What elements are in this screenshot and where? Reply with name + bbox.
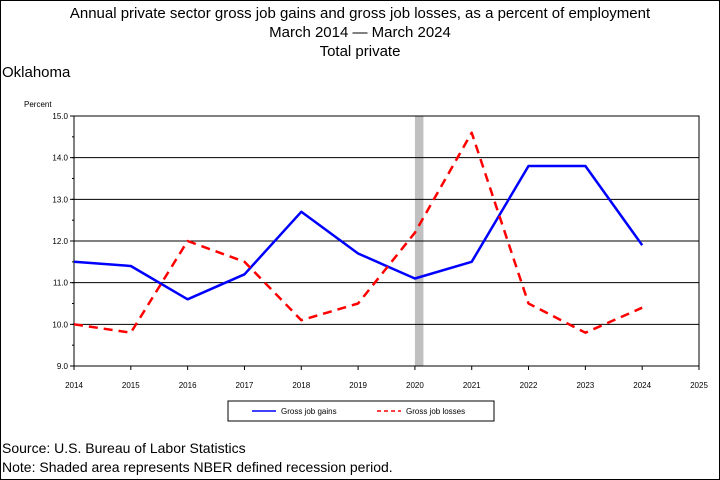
y-tick-label: 15.0	[52, 112, 68, 121]
x-tick-label: 2017	[236, 381, 254, 390]
x-tick-label: 2015	[122, 381, 140, 390]
chart-subtitle-industry: Total private	[319, 43, 401, 60]
x-tick-label: 2021	[463, 381, 481, 390]
y-tick-label: 12.0	[52, 237, 68, 246]
x-tick-label: 2024	[633, 381, 651, 390]
x-tick-label: 2020	[406, 381, 424, 390]
chart-subtitle-period: March 2014 — March 2024	[269, 24, 451, 41]
x-tick-label: 2016	[179, 381, 197, 390]
chart-title: Annual private sector gross job gains an…	[69, 5, 651, 22]
series-line-gross-job-losses	[73, 131, 643, 334]
y-tick-label: 13.0	[52, 195, 68, 204]
chart-title-block: Annual private sector gross job gains an…	[0, 4, 720, 61]
legend-box	[227, 400, 495, 422]
x-tick-label: 2022	[520, 381, 538, 390]
legend-label-1: Gross job losses	[406, 407, 465, 416]
plot-area	[73, 115, 700, 367]
y-axis-label: Percent	[24, 100, 52, 109]
y-tick-label: 10.0	[52, 320, 68, 329]
x-tick-label: 2023	[576, 381, 594, 390]
x-tick-label: 2019	[349, 381, 367, 390]
x-tick-label: 2014	[65, 381, 83, 390]
region-label: Oklahoma	[2, 64, 71, 81]
legend-label-0: Gross job gains	[281, 407, 337, 416]
recession-note: Note: Shaded area represents NBER define…	[2, 459, 393, 475]
y-tick-label: 9.0	[57, 362, 69, 371]
x-tick-label: 2018	[292, 381, 310, 390]
y-tick-label: 14.0	[52, 154, 68, 163]
source-note: Source: U.S. Bureau of Labor Statistics	[2, 440, 246, 456]
y-tick-label: 11.0	[53, 279, 69, 288]
x-tick-label: 2025	[690, 381, 708, 390]
series-line-gross-job-gains	[73, 164, 644, 301]
